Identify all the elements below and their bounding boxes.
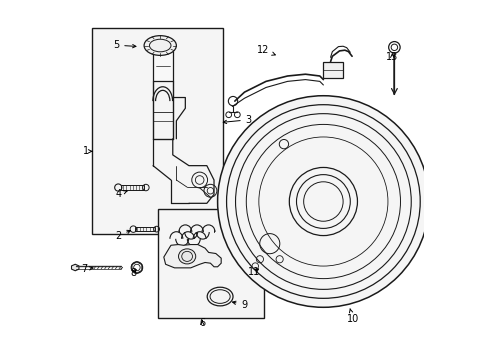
Circle shape: [217, 96, 428, 307]
Text: 7: 7: [81, 264, 93, 274]
Bar: [135, 227, 155, 231]
Text: 3: 3: [223, 115, 251, 125]
Ellipse shape: [178, 249, 195, 264]
Text: 5: 5: [113, 40, 136, 50]
Bar: [121, 185, 144, 190]
Text: 12: 12: [256, 45, 275, 55]
Text: 10: 10: [346, 309, 358, 324]
Text: 9: 9: [232, 300, 247, 310]
Bar: [153, 51, 172, 81]
Text: 8: 8: [130, 267, 136, 278]
Bar: [254, 223, 285, 264]
Bar: [323, 62, 343, 78]
Text: 2: 2: [115, 230, 130, 240]
Text: 6: 6: [199, 319, 205, 328]
Ellipse shape: [144, 36, 176, 55]
Text: 1: 1: [83, 146, 92, 156]
Text: 13: 13: [386, 52, 398, 62]
Polygon shape: [163, 244, 221, 268]
Bar: [92, 28, 223, 234]
Polygon shape: [71, 264, 79, 271]
Bar: [158, 209, 264, 318]
Text: 4: 4: [115, 189, 127, 199]
Text: 11: 11: [247, 267, 260, 277]
